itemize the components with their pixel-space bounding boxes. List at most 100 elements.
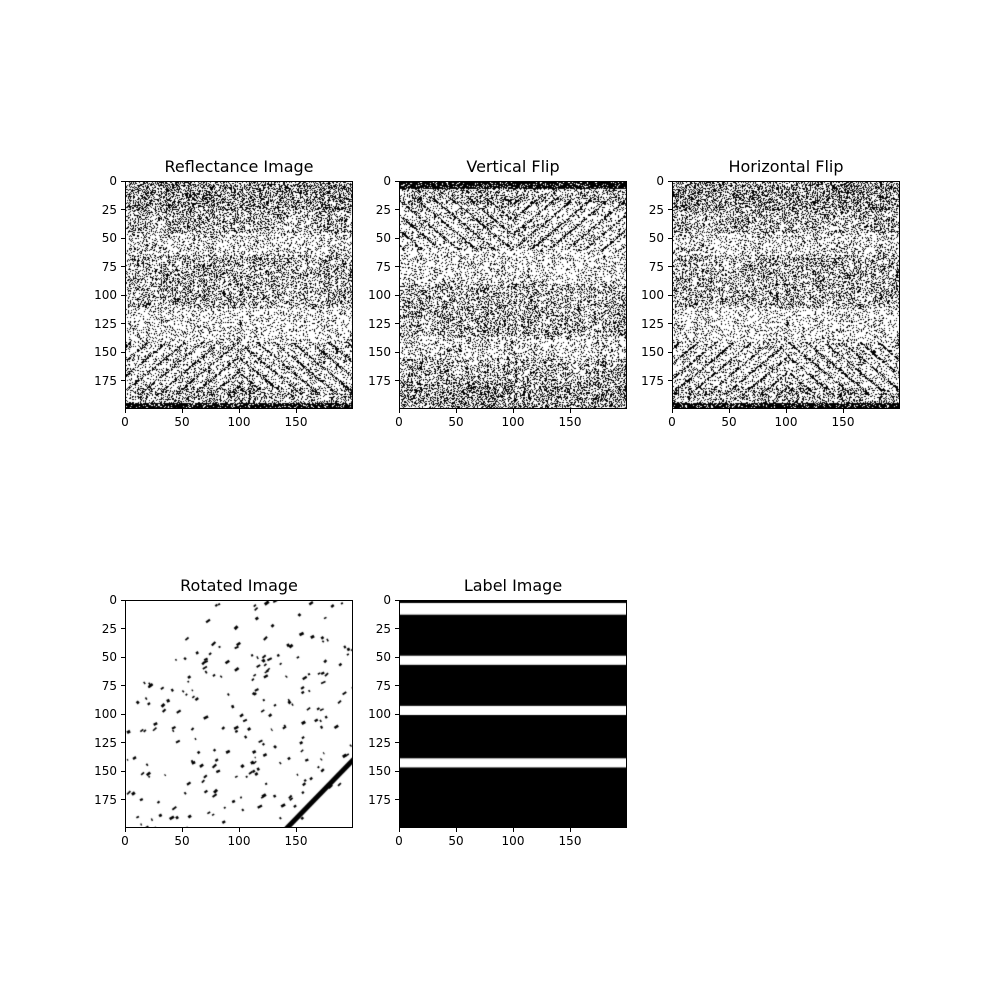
x-tick-label: 150 <box>558 415 582 429</box>
y-tick-label: 100 <box>368 707 391 721</box>
y-tick-label: 25 <box>648 202 664 217</box>
y-tick <box>668 294 672 296</box>
x-tick <box>785 409 787 413</box>
y-tick <box>395 799 399 800</box>
y-tick <box>395 351 399 353</box>
x-tick-label: 100 <box>774 415 798 429</box>
x-tick <box>512 409 514 413</box>
y-tick-label: 100 <box>641 288 664 302</box>
x-tick-label: 150 <box>284 415 308 429</box>
y-tick-label: 75 <box>375 259 391 274</box>
y-tick <box>121 380 125 381</box>
subplot-title: Vertical Flip <box>466 157 560 176</box>
x-tick <box>569 828 571 832</box>
image-axes <box>399 600 627 828</box>
y-tick <box>395 180 399 182</box>
subplot-title: Label Image <box>463 576 563 595</box>
y-tick <box>121 770 125 772</box>
y-tick <box>121 180 125 182</box>
image-raster <box>126 601 352 827</box>
y-tick-label: 75 <box>375 678 391 693</box>
y-tick <box>121 237 125 239</box>
y-tick-label: 25 <box>101 202 117 217</box>
y-tick <box>121 323 125 324</box>
x-tick <box>569 409 571 413</box>
x-tick <box>238 828 240 832</box>
x-tick <box>124 409 126 413</box>
y-tick <box>395 380 399 381</box>
y-tick <box>395 323 399 324</box>
y-tick-label: 25 <box>101 621 117 636</box>
x-tick <box>842 409 844 413</box>
y-tick-label: 150 <box>94 764 117 778</box>
x-tick <box>455 828 457 832</box>
y-tick <box>121 742 125 743</box>
y-tick <box>121 266 125 267</box>
y-tick <box>395 237 399 239</box>
y-tick-label: 100 <box>94 707 117 721</box>
x-tick-label: 50 <box>174 834 190 848</box>
x-tick <box>455 409 457 413</box>
x-tick-label: 100 <box>227 834 251 848</box>
y-tick <box>668 209 672 210</box>
subplot-title: Reflectance Image <box>164 157 314 176</box>
y-tick <box>121 294 125 296</box>
y-tick <box>395 685 399 686</box>
y-tick <box>121 656 125 658</box>
y-tick <box>668 266 672 267</box>
y-tick <box>395 628 399 629</box>
x-tick-label: 50 <box>721 415 737 429</box>
image-axes <box>672 181 900 409</box>
image-raster <box>400 601 626 827</box>
y-tick-label: 50 <box>648 231 664 245</box>
x-tick <box>398 409 400 413</box>
x-tick-label: 150 <box>284 834 308 848</box>
y-tick <box>121 628 125 629</box>
x-tick <box>512 828 514 832</box>
y-tick-label: 75 <box>101 259 117 274</box>
y-tick-label: 150 <box>368 764 391 778</box>
y-tick-label: 175 <box>94 373 117 388</box>
y-tick-label: 0 <box>656 174 664 188</box>
x-tick-label: 100 <box>501 834 525 848</box>
y-tick <box>668 180 672 182</box>
y-tick <box>395 742 399 743</box>
y-tick-label: 125 <box>641 316 664 331</box>
x-tick-label: 100 <box>501 415 525 429</box>
x-tick <box>398 828 400 832</box>
y-tick-label: 50 <box>375 650 391 664</box>
x-tick-label: 150 <box>558 834 582 848</box>
y-tick-label: 75 <box>101 678 117 693</box>
x-tick <box>181 409 183 413</box>
y-tick-label: 125 <box>368 316 391 331</box>
x-tick-label: 100 <box>227 415 251 429</box>
x-tick <box>295 828 297 832</box>
y-tick-label: 0 <box>109 593 117 607</box>
x-tick <box>295 409 297 413</box>
x-tick <box>728 409 730 413</box>
x-tick <box>238 409 240 413</box>
y-tick-label: 125 <box>368 735 391 750</box>
y-tick-label: 175 <box>94 792 117 807</box>
image-raster <box>400 182 626 408</box>
x-tick-label: 50 <box>448 834 464 848</box>
y-tick-label: 25 <box>375 621 391 636</box>
x-tick-label: 50 <box>174 415 190 429</box>
y-tick-label: 150 <box>641 345 664 359</box>
x-tick-label: 150 <box>831 415 855 429</box>
y-tick-label: 125 <box>94 735 117 750</box>
y-tick <box>121 599 125 601</box>
y-tick <box>395 266 399 267</box>
y-tick-label: 175 <box>641 373 664 388</box>
image-axes <box>125 600 353 828</box>
y-tick <box>668 380 672 381</box>
y-tick <box>395 656 399 658</box>
image-axes <box>399 181 627 409</box>
x-tick <box>671 409 673 413</box>
y-tick <box>395 770 399 772</box>
y-tick-label: 0 <box>383 174 391 188</box>
x-tick-label: 0 <box>395 834 403 848</box>
y-tick <box>121 685 125 686</box>
y-tick-label: 100 <box>368 288 391 302</box>
x-tick-label: 0 <box>395 415 403 429</box>
